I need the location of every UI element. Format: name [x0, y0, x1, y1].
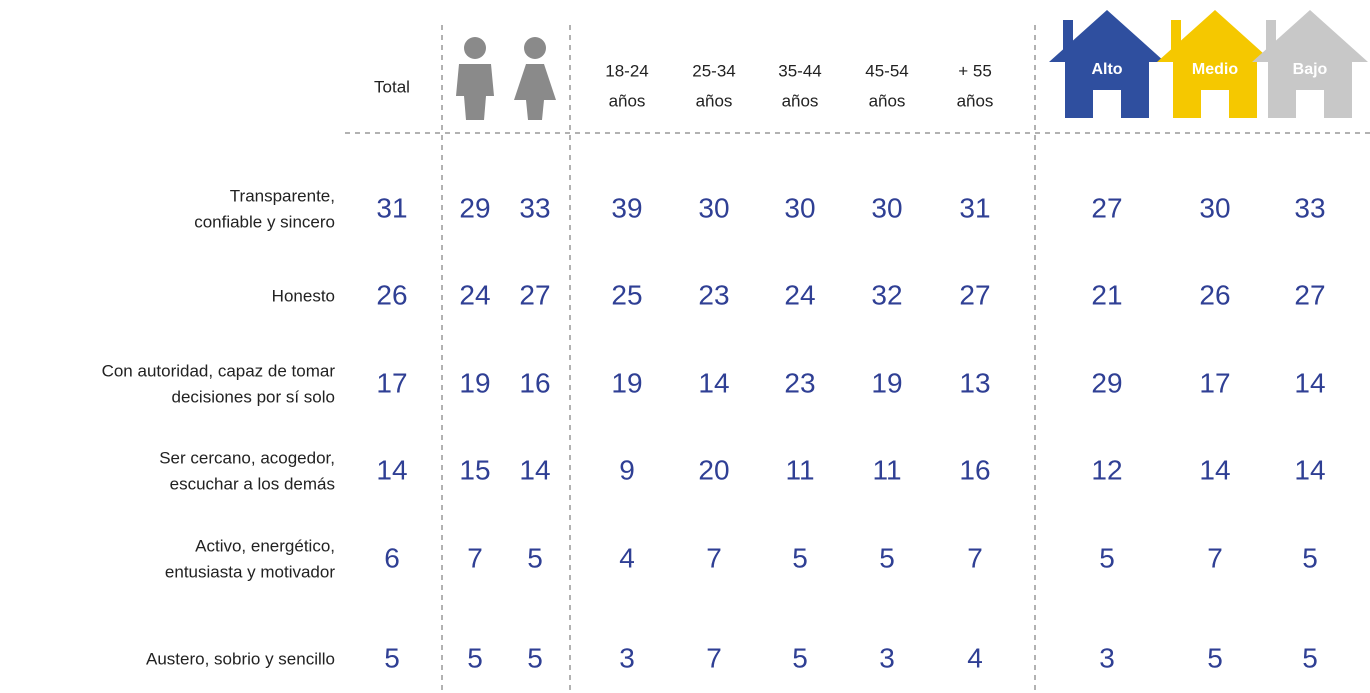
cell-value: 7 [967, 542, 983, 573]
cell-value: 26 [376, 279, 407, 310]
cell-value: 24 [784, 279, 815, 310]
age-header: años [609, 91, 646, 110]
cell-value: 17 [1199, 367, 1230, 398]
cell-value: 7 [467, 542, 483, 573]
age-header: años [696, 91, 733, 110]
cell-value: 16 [959, 454, 990, 485]
cell-value: 5 [879, 542, 895, 573]
house-icon [1157, 10, 1273, 118]
house-icon [1049, 10, 1165, 118]
row-label: Con autoridad, capaz de tomar [102, 361, 336, 380]
age-header: 35-44 [778, 61, 821, 80]
cell-value: 14 [1199, 454, 1230, 485]
cell-value: 19 [871, 367, 902, 398]
age-header: 18-24 [605, 61, 648, 80]
age-header: 45-54 [865, 61, 908, 80]
cell-value: 30 [1199, 192, 1230, 223]
age-header: 25-34 [692, 61, 735, 80]
cell-value: 29 [459, 192, 490, 223]
house-chimney [1171, 20, 1181, 50]
age-header: años [869, 91, 906, 110]
cell-value: 27 [1294, 279, 1325, 310]
cell-value: 14 [376, 454, 407, 485]
cell-value: 5 [1207, 642, 1223, 673]
cell-value: 3 [1099, 642, 1115, 673]
cell-value: 4 [619, 542, 635, 573]
cell-value: 27 [1091, 192, 1122, 223]
cell-value: 30 [871, 192, 902, 223]
cell-value: 3 [879, 642, 895, 673]
cell-value: 3 [619, 642, 635, 673]
row-label: Activo, energético, [195, 536, 335, 555]
cell-value: 24 [459, 279, 490, 310]
cell-value: 7 [1207, 542, 1223, 573]
cell-value: 25 [611, 279, 642, 310]
cell-value: 19 [459, 367, 490, 398]
cell-value: 27 [519, 279, 550, 310]
row-label: decisiones por sí solo [172, 387, 335, 406]
cell-value: 13 [959, 367, 990, 398]
cell-value: 14 [1294, 454, 1325, 485]
cell-value: 19 [611, 367, 642, 398]
level-label: Medio [1192, 61, 1238, 78]
cell-value: 5 [1099, 542, 1115, 573]
cell-value: 5 [1302, 642, 1318, 673]
cell-value: 16 [519, 367, 550, 398]
cell-value: 6 [384, 542, 400, 573]
cell-value: 29 [1091, 367, 1122, 398]
age-header: años [782, 91, 819, 110]
cell-value: 9 [619, 454, 635, 485]
house-icon [1252, 10, 1368, 118]
cell-value: 12 [1091, 454, 1122, 485]
cell-value: 23 [698, 279, 729, 310]
female-icon [514, 37, 556, 120]
cell-value: 20 [698, 454, 729, 485]
house-chimney [1063, 20, 1073, 50]
cell-value: 5 [527, 542, 543, 573]
row-label: escuchar a los demás [170, 474, 335, 493]
cell-value: 5 [1302, 542, 1318, 573]
cell-value: 7 [706, 642, 722, 673]
cell-value: 17 [376, 367, 407, 398]
cell-value: 14 [698, 367, 729, 398]
house-chimney [1266, 20, 1276, 50]
cell-value: 5 [384, 642, 400, 673]
cell-value: 5 [467, 642, 483, 673]
cell-value: 31 [376, 192, 407, 223]
row-label: Honesto [272, 286, 335, 305]
cell-value: 5 [792, 642, 808, 673]
row-label: Ser cercano, acogedor, [159, 448, 335, 467]
cell-value: 11 [785, 454, 814, 485]
age-header: años [957, 91, 994, 110]
cell-value: 21 [1091, 279, 1122, 310]
male-icon [456, 37, 494, 120]
cell-value: 15 [459, 454, 490, 485]
cell-value: 30 [784, 192, 815, 223]
cell-value: 39 [611, 192, 642, 223]
cell-value: 23 [784, 367, 815, 398]
cell-value: 31 [959, 192, 990, 223]
cell-value: 14 [1294, 367, 1325, 398]
level-label: Alto [1091, 61, 1122, 78]
age-header: + 55 [958, 61, 992, 80]
total-header: Total [374, 77, 410, 96]
cell-value: 11 [872, 454, 901, 485]
level-label: Bajo [1293, 61, 1328, 78]
cell-value: 5 [527, 642, 543, 673]
cell-value: 27 [959, 279, 990, 310]
row-label: confiable y sincero [194, 212, 335, 231]
cell-value: 4 [967, 642, 983, 673]
cell-value: 7 [706, 542, 722, 573]
cell-value: 33 [1294, 192, 1325, 223]
cell-value: 33 [519, 192, 550, 223]
cell-value: 32 [871, 279, 902, 310]
cell-value: 14 [519, 454, 550, 485]
row-label: Transparente, [230, 186, 335, 205]
cell-value: 5 [792, 542, 808, 573]
row-label: Austero, sobrio y sencillo [146, 649, 335, 668]
cell-value: 30 [698, 192, 729, 223]
cell-value: 26 [1199, 279, 1230, 310]
row-label: entusiasta y motivador [165, 562, 335, 581]
